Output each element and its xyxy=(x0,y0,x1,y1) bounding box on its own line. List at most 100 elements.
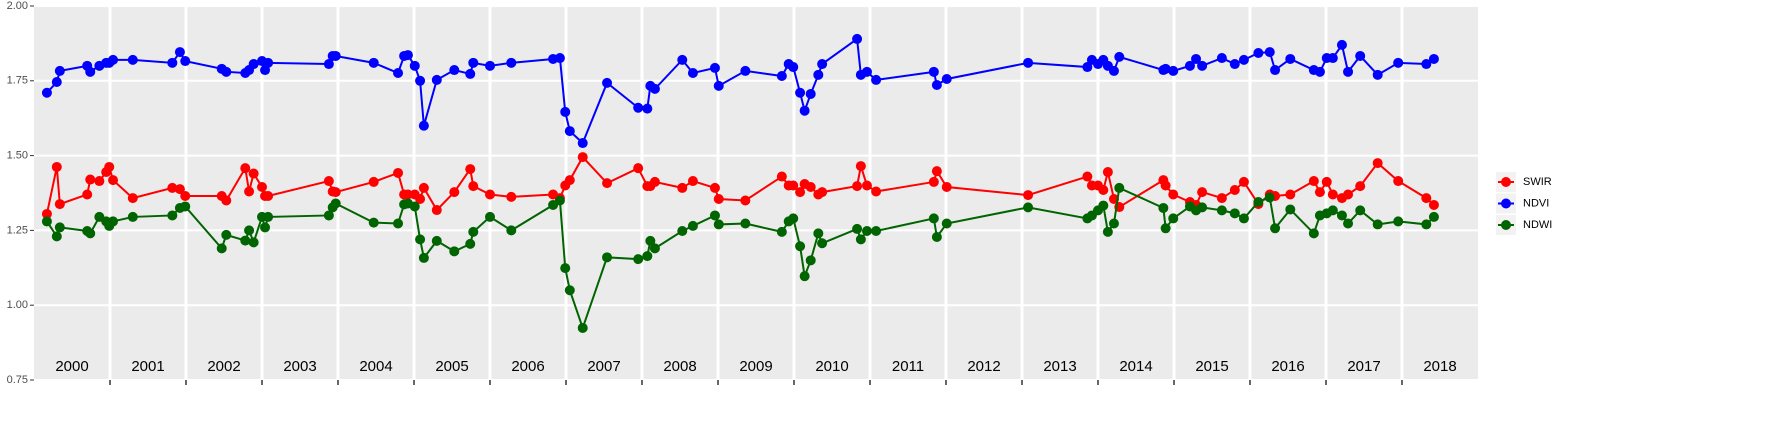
point xyxy=(167,57,178,68)
point xyxy=(1355,181,1366,192)
point xyxy=(776,171,787,182)
point xyxy=(127,193,138,204)
point xyxy=(805,88,816,99)
point xyxy=(1308,228,1319,239)
point xyxy=(554,195,565,206)
point xyxy=(941,182,952,193)
point xyxy=(85,66,96,77)
point xyxy=(1238,213,1249,224)
point xyxy=(1082,62,1093,73)
point xyxy=(1023,57,1034,68)
point xyxy=(788,62,799,73)
point xyxy=(577,152,588,163)
point xyxy=(244,186,255,197)
point xyxy=(1184,60,1195,71)
year-label: 2004 xyxy=(359,358,392,375)
point xyxy=(1098,200,1109,211)
point xyxy=(1285,204,1296,215)
point xyxy=(1393,176,1404,187)
point xyxy=(1343,218,1354,229)
point xyxy=(263,57,274,68)
point xyxy=(468,181,479,192)
legend-point xyxy=(1501,220,1511,230)
point xyxy=(415,193,426,204)
point xyxy=(216,243,227,254)
point xyxy=(1343,66,1354,77)
point xyxy=(602,77,613,88)
point xyxy=(633,254,644,265)
point xyxy=(1197,60,1208,71)
point xyxy=(817,59,828,70)
point xyxy=(813,69,824,80)
point xyxy=(1168,213,1179,224)
y-tick-label: 0.75 xyxy=(7,374,28,386)
point xyxy=(805,182,816,193)
point xyxy=(506,225,517,236)
y-tick-label: 1.75 xyxy=(7,75,28,87)
point xyxy=(1327,53,1338,64)
point xyxy=(813,228,824,239)
point xyxy=(1421,219,1432,230)
point xyxy=(1216,53,1227,64)
point xyxy=(642,103,653,114)
point xyxy=(94,176,105,187)
point xyxy=(577,138,588,149)
point xyxy=(1321,176,1332,187)
point xyxy=(776,71,787,82)
point xyxy=(108,54,119,65)
year-label: 2002 xyxy=(207,358,240,375)
point xyxy=(221,229,232,240)
point xyxy=(415,75,426,86)
point xyxy=(468,226,479,237)
point xyxy=(368,217,379,228)
point xyxy=(85,228,96,239)
point xyxy=(1428,53,1439,64)
year-label: 2018 xyxy=(1423,358,1456,375)
point xyxy=(402,50,413,61)
point xyxy=(1098,185,1109,196)
point xyxy=(418,252,429,263)
point xyxy=(1023,190,1034,201)
point xyxy=(855,234,866,245)
y-tick-label: 2.00 xyxy=(7,0,28,12)
year-label: 2000 xyxy=(55,358,88,375)
point xyxy=(1168,189,1179,200)
point xyxy=(180,201,191,212)
point xyxy=(1393,57,1404,68)
point xyxy=(795,87,806,98)
year-label: 2014 xyxy=(1119,358,1152,375)
point xyxy=(1168,65,1179,76)
point xyxy=(54,199,65,210)
point xyxy=(1314,187,1325,198)
point xyxy=(1421,59,1432,70)
point xyxy=(1253,47,1264,58)
point xyxy=(1393,216,1404,227)
point xyxy=(323,59,334,70)
point xyxy=(560,263,571,274)
point xyxy=(393,167,404,178)
y-tick-label: 1.50 xyxy=(7,150,28,162)
point xyxy=(409,201,420,212)
point xyxy=(1082,171,1093,182)
point xyxy=(1285,53,1296,64)
point xyxy=(564,126,575,137)
point xyxy=(1355,50,1366,61)
point xyxy=(485,189,495,200)
point xyxy=(1372,69,1383,80)
point xyxy=(51,161,62,172)
point xyxy=(677,225,688,236)
point xyxy=(1023,202,1034,213)
point xyxy=(645,235,656,246)
year-label: 2015 xyxy=(1195,358,1228,375)
point xyxy=(1285,189,1296,200)
point xyxy=(1343,189,1354,200)
point xyxy=(740,65,751,76)
point xyxy=(633,163,644,174)
year-label: 2011 xyxy=(892,358,924,375)
point xyxy=(855,161,866,172)
point xyxy=(740,195,751,206)
point xyxy=(180,190,191,201)
point xyxy=(248,59,259,70)
point xyxy=(928,213,939,224)
point xyxy=(85,174,96,185)
